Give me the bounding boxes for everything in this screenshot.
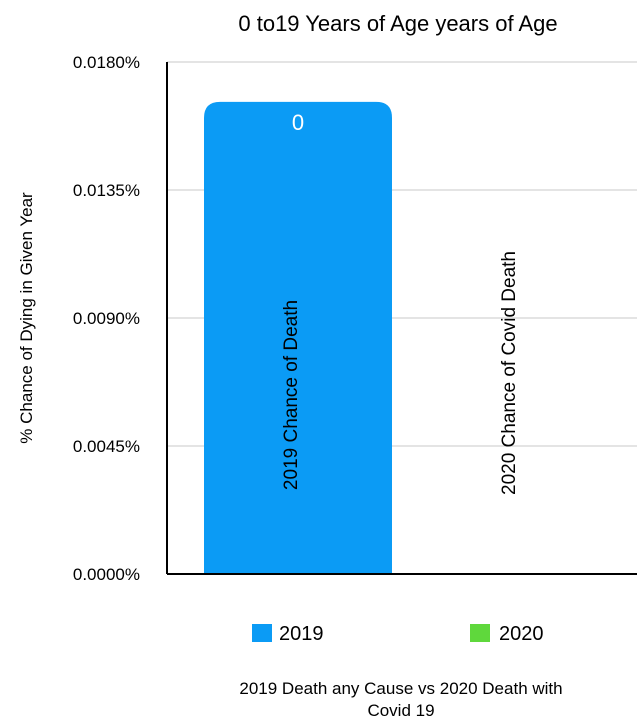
y-tick-label: 0.0000% — [73, 565, 140, 584]
bar-2019 — [204, 101, 392, 575]
x-axis-label-line2: Covid 19 — [367, 701, 434, 720]
y-tick-label: 0.0135% — [73, 181, 140, 200]
legend: 2019 2020 — [252, 623, 544, 645]
legend-label-2020: 2020 — [499, 623, 544, 645]
legend-swatch-2020 — [470, 624, 490, 642]
chart-title: 0 to19 Years of Age years of Age — [238, 11, 557, 36]
category-label-2020: 2020 Chance of Covid Death — [499, 251, 520, 495]
y-axis-label: % Chance of Dying in Given Year — [17, 192, 36, 444]
x-axis-label-line1: 2019 Death any Cause vs 2020 Death with — [239, 679, 562, 698]
bar-data-label-2019: 0 — [292, 110, 304, 135]
category-label-2019: 2019 Chance of Death — [281, 300, 302, 490]
legend-swatch-2019 — [252, 624, 272, 642]
y-tick-label: 0.0045% — [73, 437, 140, 456]
y-tick-label: 0.0180% — [73, 53, 140, 72]
legend-label-2019: 2019 — [279, 623, 324, 645]
y-tick-label: 0.0090% — [73, 309, 140, 328]
